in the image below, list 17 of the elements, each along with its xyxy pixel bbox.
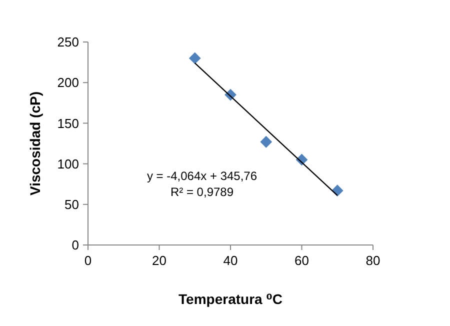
y-tick-label: 200 [57,75,79,90]
y-tick-label: 0 [72,238,79,253]
x-tick-label: 80 [366,253,380,268]
x-axis-title: Temperatura ⁰C [178,291,282,307]
point [188,52,201,64]
annotation: R² = 0,9789 [170,185,234,200]
annotation: y = -4,064x + 345,76 [146,169,258,184]
y-tick-label: 100 [57,156,79,172]
y-tick-label: 50 [64,196,79,212]
x-tick-label: 40 [223,253,238,268]
y-axis-title: Viscosidad (cP) [27,91,43,196]
point [260,136,272,148]
x-tick-label: 20 [152,253,166,268]
y-tick-label: 250 [57,34,79,50]
x-tick-label: 0 [84,253,92,268]
x-tick-label: 60 [294,253,309,268]
y-tick-label: 150 [57,116,79,131]
